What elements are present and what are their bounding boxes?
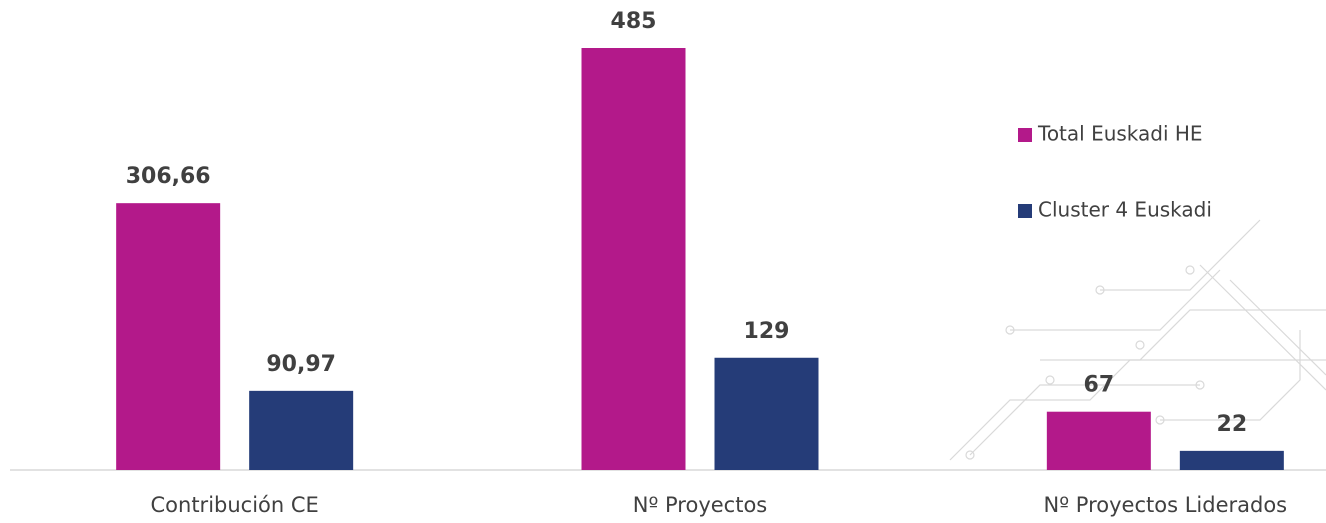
- bar: [714, 357, 819, 470]
- x-tick-label: Nº Proyectos: [633, 493, 768, 517]
- bar: [581, 48, 686, 470]
- legend-swatch: [1018, 128, 1032, 142]
- value-label: 67: [1084, 373, 1115, 398]
- circuit-decoration: [949, 219, 1326, 461]
- legend-swatch: [1018, 204, 1032, 218]
- bar: [1179, 450, 1284, 470]
- x-tick-label: Contribución CE: [151, 493, 319, 517]
- bar: [116, 203, 221, 470]
- legend-label: Cluster 4 Euskadi: [1038, 198, 1212, 222]
- bar: [249, 390, 354, 470]
- value-label: 485: [611, 9, 657, 34]
- value-label: 306,66: [126, 164, 211, 189]
- x-tick-label: Nº Proyectos Liderados: [1044, 493, 1288, 517]
- value-label: 22: [1217, 412, 1248, 437]
- value-label: 129: [744, 319, 790, 344]
- value-label: 90,97: [266, 352, 336, 377]
- legend-label: Total Euskadi HE: [1037, 122, 1203, 146]
- bar: [1046, 411, 1151, 470]
